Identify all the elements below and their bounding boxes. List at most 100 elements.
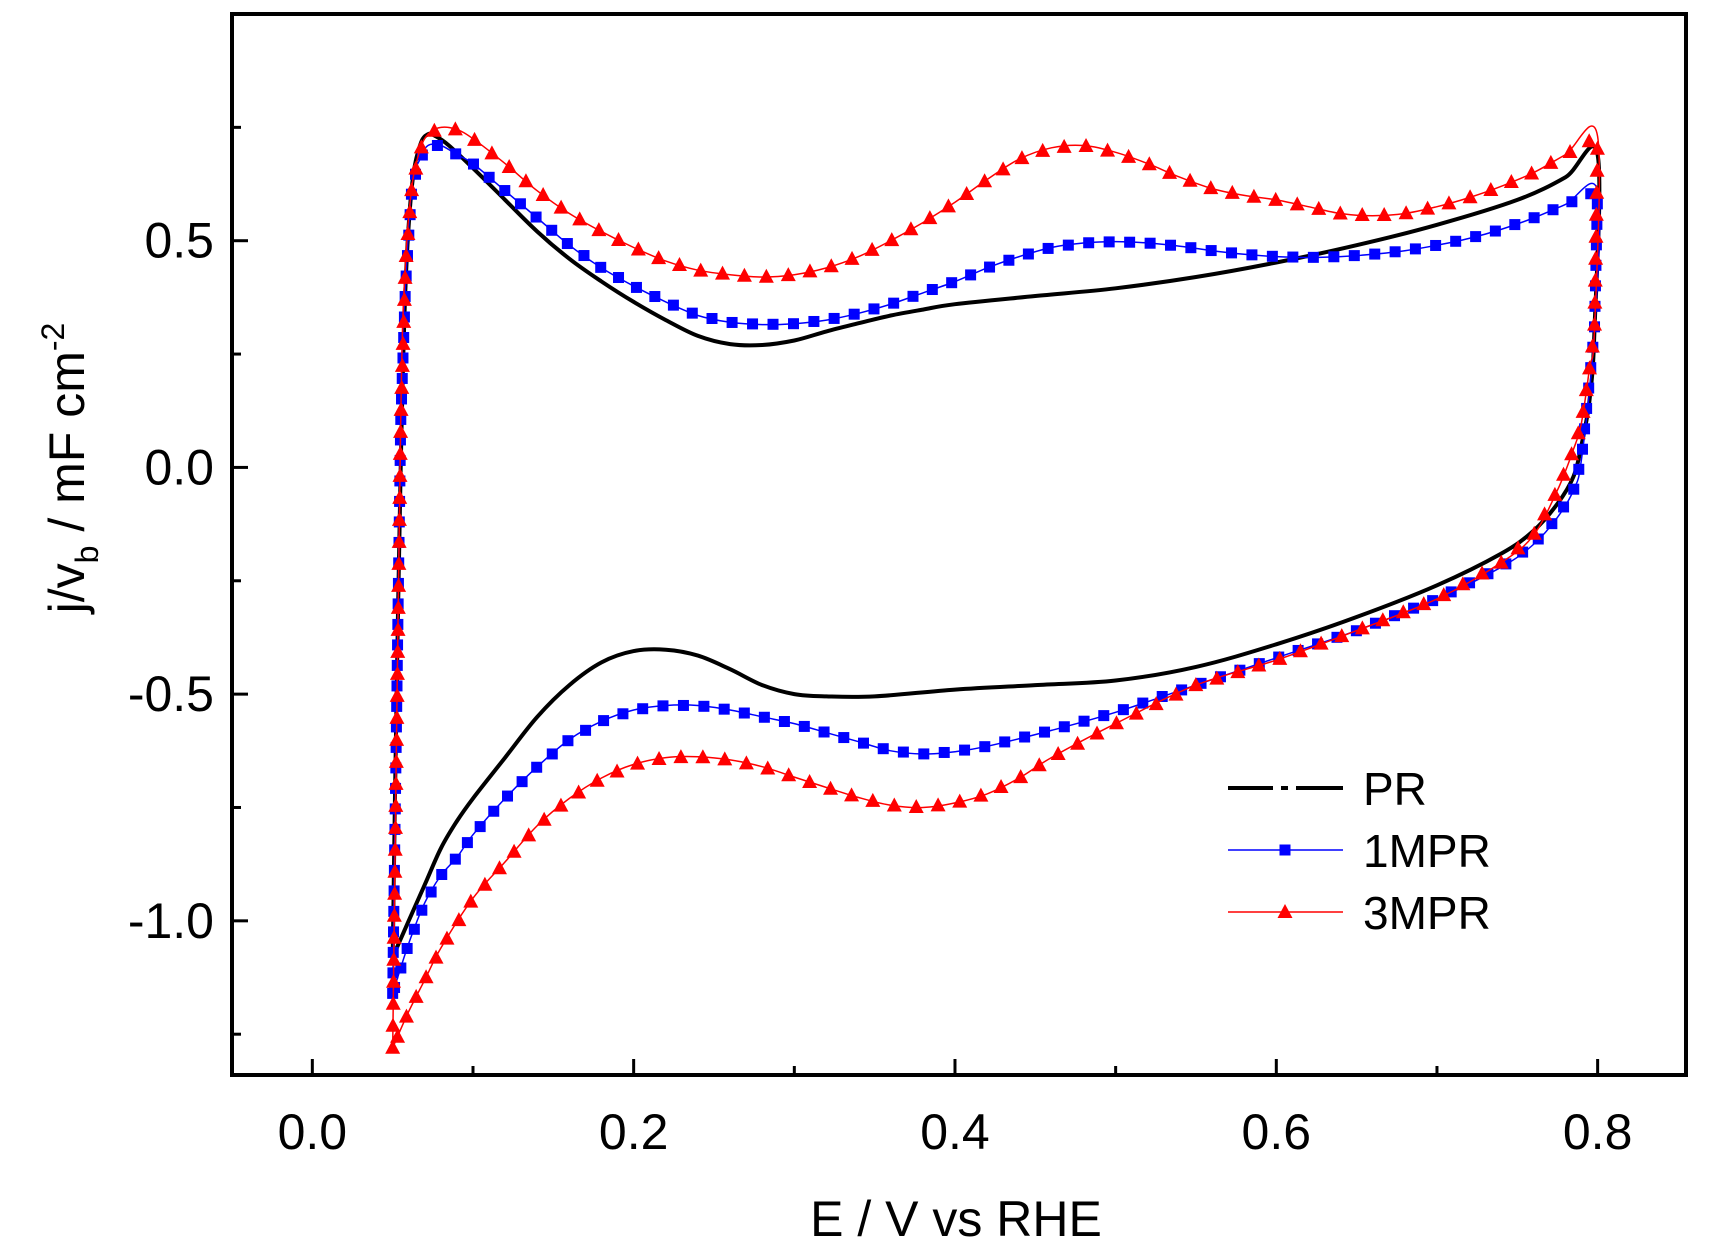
data-point-1mpr xyxy=(788,318,800,330)
data-point-1mpr xyxy=(1568,483,1580,495)
data-point-1mpr xyxy=(738,707,750,719)
data-point-1mpr xyxy=(425,886,437,898)
data-point-1mpr xyxy=(408,923,420,935)
data-point-3mpr xyxy=(1588,250,1604,265)
data-point-3mpr xyxy=(1588,206,1604,221)
data-point-3mpr xyxy=(1128,705,1144,720)
legend-marker xyxy=(1277,904,1293,918)
data-point-3mpr xyxy=(393,401,409,416)
data-point-1mpr xyxy=(580,724,592,736)
data-point-1mpr xyxy=(1103,236,1115,248)
data-point-1mpr xyxy=(1591,198,1603,210)
data-point-3mpr xyxy=(973,787,989,802)
data-point-1mpr xyxy=(747,318,759,330)
series-line-pr xyxy=(390,131,1602,958)
data-point-3mpr xyxy=(1562,144,1578,159)
y-axis-title-unit: / mF cm xyxy=(39,351,95,545)
data-point-3mpr xyxy=(1334,628,1350,643)
data-point-1mpr xyxy=(1509,219,1521,231)
data-point-1mpr xyxy=(1022,248,1034,260)
data-point-3mpr xyxy=(518,173,534,188)
data-point-1mpr xyxy=(1590,259,1602,271)
data-point-1mpr xyxy=(416,149,428,161)
data-point-1mpr xyxy=(514,198,526,210)
data-point-1mpr xyxy=(595,261,607,273)
data-point-3mpr xyxy=(1013,769,1029,784)
data-point-3mpr xyxy=(693,262,709,277)
data-point-3mpr xyxy=(389,687,405,702)
data-point-3mpr xyxy=(781,767,797,782)
series-3mpr xyxy=(385,121,1605,1054)
data-point-3mpr xyxy=(385,995,401,1010)
data-point-1mpr xyxy=(984,261,996,273)
data-point-1mpr xyxy=(926,284,938,296)
data-point-3mpr xyxy=(404,182,420,197)
data-point-3mpr xyxy=(535,186,551,201)
data-point-1mpr xyxy=(546,224,558,236)
data-point-3mpr xyxy=(1589,184,1605,199)
data-point-3mpr xyxy=(418,969,434,984)
legend-label: 3MPR xyxy=(1363,887,1491,939)
data-point-3mpr xyxy=(1474,565,1490,580)
data-point-3mpr xyxy=(1289,196,1305,211)
data-point-1mpr xyxy=(516,776,528,788)
data-point-3mpr xyxy=(390,599,406,614)
data-point-1mpr xyxy=(907,290,919,302)
data-point-1mpr xyxy=(979,741,991,753)
data-point-3mpr xyxy=(952,793,968,808)
data-point-3mpr xyxy=(758,268,774,283)
data-point-1mpr xyxy=(1579,423,1591,435)
data-point-3mpr xyxy=(571,784,587,799)
data-point-1mpr xyxy=(1039,726,1051,738)
data-point-3mpr xyxy=(717,751,733,766)
data-point-3mpr xyxy=(844,250,860,265)
data-point-3mpr xyxy=(671,256,687,271)
data-point-1mpr xyxy=(1019,731,1031,743)
data-point-1mpr xyxy=(461,837,473,849)
data-point-3mpr xyxy=(385,1039,401,1054)
data-point-1mpr xyxy=(1246,249,1258,261)
data-point-1mpr xyxy=(686,307,698,319)
data-point-1mpr xyxy=(546,748,558,760)
data-point-1mpr xyxy=(467,158,479,170)
data-point-1mpr xyxy=(1226,247,1238,259)
data-point-3mpr xyxy=(844,787,860,802)
data-point-3mpr xyxy=(1311,200,1327,215)
data-point-3mpr xyxy=(439,930,455,945)
data-point-3mpr xyxy=(1375,612,1391,627)
data-point-3mpr xyxy=(1455,576,1471,591)
data-point-1mpr xyxy=(999,736,1011,748)
data-point-3mpr xyxy=(1089,725,1105,740)
data-point-1mpr xyxy=(667,299,679,311)
data-point-1mpr xyxy=(562,735,574,747)
data-point-1mpr xyxy=(401,942,413,954)
data-point-3mpr xyxy=(391,555,407,570)
data-point-3mpr xyxy=(903,221,919,236)
data-point-3mpr xyxy=(1230,664,1246,679)
data-point-1mpr xyxy=(848,308,860,320)
data-point-3mpr xyxy=(1483,181,1499,196)
data-point-1mpr xyxy=(449,853,461,865)
data-point-3mpr xyxy=(1070,735,1086,750)
data-point-1mpr xyxy=(630,281,642,293)
data-point-1mpr xyxy=(758,711,770,723)
data-point-1mpr xyxy=(1430,239,1442,251)
y-axis-title-sup: -2 xyxy=(35,323,71,351)
data-point-3mpr xyxy=(484,145,500,160)
data-point-1mpr xyxy=(1165,239,1177,251)
data-point-1mpr xyxy=(617,708,629,720)
data-point-3mpr xyxy=(1587,316,1603,331)
y-tick-labels: 0.5 0.0 -0.5 -1.0 xyxy=(128,213,214,949)
data-point-1mpr xyxy=(706,313,718,325)
data-point-1mpr xyxy=(1078,715,1090,727)
data-point-1mpr xyxy=(1062,239,1074,251)
data-point-1mpr xyxy=(818,726,830,738)
data-point-3mpr xyxy=(1168,686,1184,701)
data-point-3mpr xyxy=(408,160,424,175)
data-point-1mpr xyxy=(1124,236,1136,248)
data-point-3mpr xyxy=(390,643,406,658)
data-point-1mpr xyxy=(1409,243,1421,255)
data-point-3mpr xyxy=(387,885,403,900)
data-point-3mpr xyxy=(463,893,479,908)
data-point-1mpr xyxy=(1590,239,1602,251)
